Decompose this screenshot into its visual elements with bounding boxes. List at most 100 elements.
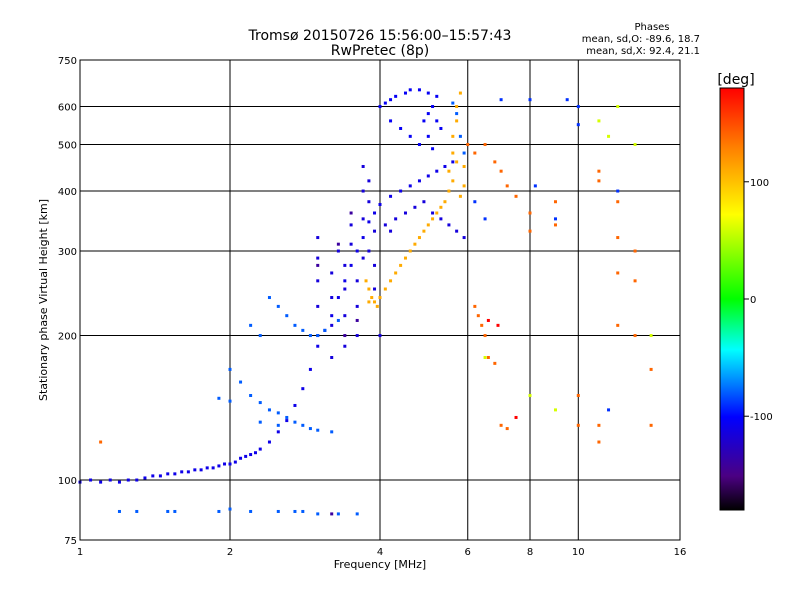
colorbar-tick-label: 0 — [750, 295, 756, 306]
data-point — [373, 287, 377, 291]
data-point — [389, 119, 393, 123]
x-tick-label: 2 — [227, 547, 233, 558]
data-point — [258, 401, 262, 405]
data-point — [399, 126, 403, 130]
data-point — [633, 279, 637, 283]
data-point — [285, 415, 289, 419]
data-point — [426, 174, 430, 178]
data-point — [217, 464, 221, 468]
data-point — [422, 229, 426, 233]
data-point — [355, 279, 359, 283]
data-point — [276, 509, 280, 513]
data-point — [373, 300, 377, 304]
data-point — [417, 179, 421, 183]
data-point — [435, 211, 439, 215]
data-point — [413, 205, 417, 209]
data-point — [426, 91, 430, 95]
data-point — [316, 428, 320, 432]
data-point — [301, 423, 305, 427]
data-point — [394, 217, 398, 221]
data-point — [249, 323, 253, 327]
data-point — [473, 200, 477, 204]
colorbar-tick-label: -100 — [750, 412, 773, 423]
data-point — [576, 105, 580, 109]
x-tick-label: 8 — [527, 547, 533, 558]
data-point — [323, 328, 327, 332]
y-tick-label: 100 — [58, 476, 77, 487]
data-point — [486, 355, 490, 359]
data-point — [389, 279, 393, 283]
data-point — [228, 367, 232, 371]
data-point — [553, 200, 557, 204]
data-point — [244, 454, 248, 458]
y-tick-label: 200 — [58, 332, 77, 343]
data-point — [633, 249, 637, 253]
data-point — [499, 169, 503, 173]
data-point — [458, 91, 462, 95]
x-tick-label: 10 — [572, 547, 585, 558]
data-point — [293, 403, 297, 407]
x-tick-label: 6 — [465, 547, 471, 558]
data-point — [217, 396, 221, 400]
data-point — [403, 211, 407, 215]
plot-frame — [79, 59, 681, 541]
data-point — [597, 169, 601, 173]
data-point — [355, 512, 359, 516]
data-point — [455, 105, 459, 109]
data-point — [483, 217, 487, 221]
data-point — [373, 263, 377, 267]
stats-o-line: mean, sd,O: -89.6, 18.7 — [582, 34, 700, 45]
data-point — [228, 462, 232, 466]
data-point — [336, 318, 340, 322]
data-point — [597, 423, 601, 427]
data-point — [330, 512, 334, 516]
data-point — [553, 223, 557, 227]
data-point — [528, 394, 532, 398]
data-point — [616, 236, 620, 240]
data-point — [355, 249, 359, 253]
y-tick-label: 300 — [58, 247, 77, 258]
data-point — [616, 200, 620, 204]
data-point — [293, 509, 297, 513]
data-point — [439, 205, 443, 209]
data-point — [422, 200, 426, 204]
data-point — [422, 119, 426, 123]
data-point — [349, 223, 353, 227]
data-point — [166, 472, 170, 476]
data-point — [367, 287, 371, 291]
data-point — [417, 143, 421, 147]
data-point — [576, 423, 580, 427]
data-point — [308, 427, 312, 431]
data-point — [493, 361, 497, 365]
data-point — [455, 119, 459, 123]
data-point — [361, 236, 365, 240]
data-point — [649, 334, 653, 338]
data-point — [361, 256, 365, 260]
data-point — [431, 217, 435, 221]
data-point — [649, 423, 653, 427]
data-point — [431, 105, 435, 109]
data-point — [267, 408, 271, 412]
data-point — [431, 211, 435, 215]
data-point — [276, 430, 280, 434]
y-axis-label: Stationary phase Virtual Height [km] — [37, 199, 50, 401]
data-point — [117, 480, 121, 484]
data-point — [349, 263, 353, 267]
data-point — [473, 151, 477, 155]
data-point — [361, 217, 365, 221]
data-point — [249, 453, 253, 457]
data-point — [473, 304, 477, 308]
x-tick-labels: 1 2 4 6 8 10 16 — [77, 547, 687, 558]
data-point — [447, 169, 451, 173]
data-point — [367, 200, 371, 204]
data-point — [186, 470, 190, 474]
y-tick-label: 600 — [58, 103, 77, 114]
data-point — [99, 480, 103, 484]
data-point — [633, 334, 637, 338]
data-point — [276, 411, 280, 415]
data-point — [533, 184, 537, 188]
data-point — [378, 334, 382, 338]
data-point — [99, 440, 103, 444]
data-point — [166, 509, 170, 513]
